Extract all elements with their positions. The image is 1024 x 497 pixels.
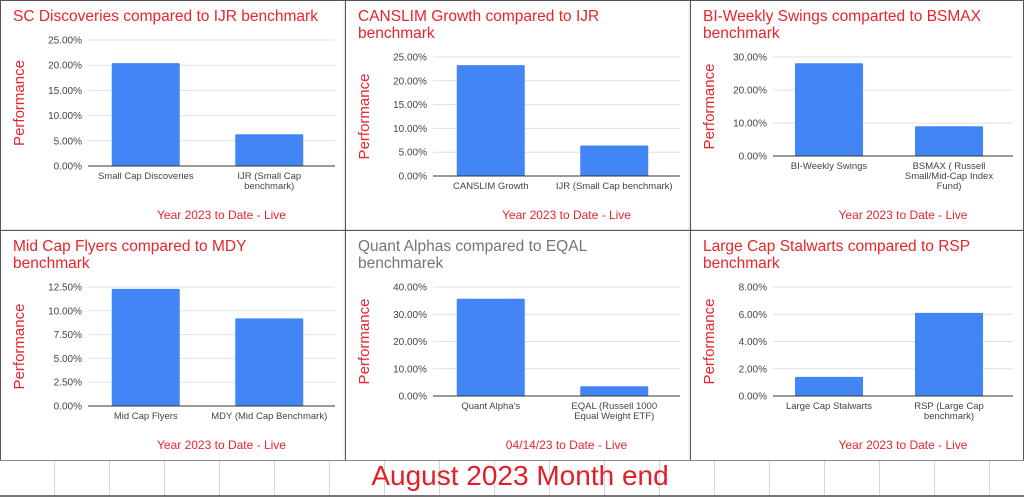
x-axis-label: Year 2023 to Date - Live [157, 438, 286, 452]
y-axis-label: Performance [701, 299, 718, 385]
x-axis-label: Year 2023 to Date - Live [502, 208, 631, 222]
y-tick-label: 0.00% [739, 152, 767, 163]
x-tick-label: Fund) [937, 181, 962, 192]
y-tick-label: 25.00% [393, 53, 427, 64]
x-tick-label: EQAL (Russell 1000 [571, 401, 657, 412]
y-tick-label: 15.00% [48, 86, 82, 97]
x-tick-label: RSP (Large Cap [914, 401, 984, 412]
x-tick-label: IJR (Small Cap benchmark) [556, 181, 673, 192]
x-axis-label: Year 2023 to Date - Live [839, 208, 968, 222]
x-tick-label: Mid Cap Flyers [114, 411, 178, 422]
y-axis-label: Performance [356, 74, 373, 160]
bar [795, 63, 863, 156]
y-tick-label: 10.00% [393, 124, 427, 135]
x-tick-label: CANSLIM Growth [453, 181, 529, 192]
x-tick-label: MDY (Mid Cap Benchmark) [211, 411, 327, 422]
bar [456, 65, 525, 176]
bar [795, 376, 863, 396]
chart-panel: Performance 0.00% 5.00% 10.00% 15.00% 20.00% 2… [345, 0, 691, 231]
y-tick-label: 0.00% [399, 392, 427, 403]
x-tick-label: BI-Weekly Swings [791, 161, 868, 172]
chart-panel: Performance 0.00% 10.00% 20.00% 30.00% 40.00%… [345, 230, 691, 461]
bar [580, 145, 649, 176]
y-tick-label: 5.00% [54, 136, 82, 147]
y-tick-label: 30.00% [393, 310, 427, 321]
y-tick-label: 4.00% [739, 337, 767, 348]
y-tick-label: 15.00% [393, 100, 427, 111]
chart-panel: Performance 0.00% 10.00% 20.00% 30.00% BI-Wee… [690, 0, 1024, 231]
bar [235, 134, 304, 166]
y-axis-label: Performance [356, 299, 373, 385]
chart-svg: Performance 0.00% 5.00% 10.00% 15.00% 20.00% 2… [11, 36, 335, 222]
chart-svg: Performance 0.00% 2.50% 5.00% 7.50% 10.00% 12.… [11, 283, 335, 452]
bar [111, 63, 180, 166]
y-tick-label: 20.00% [733, 86, 767, 97]
x-axis-label: 04/14/23 to Date - Live [506, 438, 628, 452]
y-axis-label: Performance [11, 304, 28, 390]
y-tick-label: 20.00% [48, 61, 82, 72]
y-tick-label: 12.50% [48, 283, 82, 294]
y-tick-label: 20.00% [393, 337, 427, 348]
chart-panel: Performance 0.00% 2.00% 4.00% 6.00% 8.00% Larg… [690, 230, 1024, 461]
x-tick-label: Large Cap Stalwarts [786, 401, 872, 412]
x-tick-label: IJR (Small Cap [237, 171, 301, 182]
x-axis-label: Year 2023 to Date - Live [157, 208, 286, 222]
x-tick-label: BSMAX ( Russell [913, 161, 986, 172]
y-tick-label: 10.00% [733, 119, 767, 130]
chart-svg: Performance 0.00% 10.00% 20.00% 30.00% BI-Wee… [701, 53, 1013, 222]
x-tick-label: Equal Weight ETF) [574, 411, 654, 422]
chart-title: SC Discoveries compared to IJR benchmark [13, 8, 318, 25]
y-tick-label: 5.00% [54, 354, 82, 365]
y-tick-label: 2.50% [54, 378, 82, 389]
bar [915, 312, 983, 396]
bar [456, 298, 525, 396]
y-tick-label: 30.00% [733, 53, 767, 64]
y-tick-label: 10.00% [393, 364, 427, 375]
y-tick-label: 5.00% [399, 148, 427, 159]
y-tick-label: 6.00% [739, 310, 767, 321]
y-tick-label: 10.00% [48, 111, 82, 122]
x-axis-label: Year 2023 to Date - Live [839, 438, 968, 452]
chart-svg: Performance 0.00% 5.00% 10.00% 15.00% 20.00% 2… [356, 53, 680, 222]
bar [235, 318, 304, 406]
x-tick-label: Small/Mid-Cap Index [905, 171, 993, 182]
y-tick-label: 25.00% [48, 36, 82, 47]
month-end-banner: August 2023 Month end [0, 460, 1024, 497]
x-tick-label: Small Cap Discoveries [98, 171, 194, 182]
y-tick-label: 2.00% [739, 364, 767, 375]
chart-title: Quant Alphas compared to EQAL benchmarek [358, 238, 587, 272]
chart-title: Mid Cap Flyers compared to MDY benchmark [13, 238, 247, 272]
y-tick-label: 0.00% [739, 392, 767, 403]
bar [111, 288, 180, 406]
y-axis-label: Performance [11, 60, 28, 146]
x-tick-label: Quant Alpha's [461, 401, 520, 412]
y-tick-label: 10.00% [48, 306, 82, 317]
chart-title: BI-Weekly Swings comparted to BSMAX benc… [703, 8, 981, 42]
chart-svg: Performance 0.00% 2.00% 4.00% 6.00% 8.00% Larg… [701, 283, 1013, 452]
y-tick-label: 20.00% [393, 76, 427, 87]
bar [580, 386, 649, 396]
chart-svg: Performance 0.00% 10.00% 20.00% 30.00% 40.00%… [356, 283, 680, 452]
y-tick-label: 8.00% [739, 283, 767, 294]
chart-title: CANSLIM Growth compared to IJR benchmark [358, 8, 600, 42]
y-axis-label: Performance [701, 64, 718, 150]
chart-panel: Performance 0.00% 5.00% 10.00% 15.00% 20.00% 2… [0, 0, 346, 231]
bar [915, 126, 983, 156]
y-tick-label: 7.50% [54, 330, 82, 341]
x-tick-label: benchmark) [244, 181, 294, 192]
y-tick-label: 0.00% [54, 162, 82, 173]
chart-title: Large Cap Stalwarts compared to RSP benc… [703, 238, 970, 272]
banner-text: August 2023 Month end [371, 460, 669, 491]
y-tick-label: 0.00% [54, 402, 82, 413]
x-tick-label: benchmark) [924, 411, 974, 422]
y-tick-label: 0.00% [399, 172, 427, 183]
y-tick-label: 40.00% [393, 283, 427, 294]
chart-panel: Performance 0.00% 2.50% 5.00% 7.50% 10.00% 12.… [0, 230, 346, 461]
